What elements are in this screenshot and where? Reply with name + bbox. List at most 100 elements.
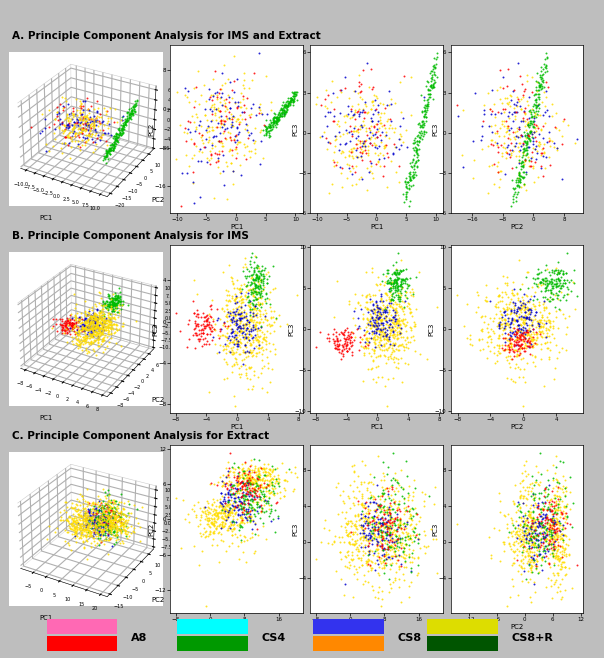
Point [335,162,345,172]
Point [426,524,435,535]
Point [339,590,349,600]
Point [385,574,394,584]
Point [264,130,274,140]
Point [516,549,526,560]
Point [366,131,376,141]
Point [217,121,226,132]
Point [214,145,223,156]
Point [374,536,384,547]
Point [530,542,539,553]
Point [230,310,240,320]
Point [518,474,528,485]
Point [387,277,396,288]
Point [542,151,551,162]
Point [536,80,545,90]
Point [359,119,369,130]
Point [255,281,265,291]
Point [196,312,205,322]
Point [550,503,559,514]
Point [243,324,253,334]
Point [399,569,408,579]
Point [373,306,382,316]
Point [243,264,252,274]
Point [249,301,259,312]
Point [520,130,530,140]
Point [371,324,381,334]
Point [223,469,233,480]
Point [504,316,513,326]
Point [208,526,218,537]
Point [189,275,199,286]
Point [233,309,242,320]
Point [214,347,223,357]
Point [522,544,532,554]
Point [257,503,266,514]
Point [465,329,475,340]
Point [201,316,211,326]
Point [241,118,251,129]
Point [234,117,244,128]
Point [390,495,400,506]
Point [226,519,236,530]
Point [417,134,427,144]
Point [521,515,530,525]
Point [249,473,259,484]
Point [384,510,393,520]
Point [523,132,533,143]
Point [223,497,233,507]
Point [237,517,247,528]
Point [528,525,538,536]
Point [516,304,526,315]
Point [535,316,545,327]
Point [522,326,532,337]
Point [397,542,407,553]
Point [219,494,229,505]
Point [383,352,393,363]
Point [379,549,389,559]
Point [378,520,387,530]
Point [391,275,401,286]
Point [515,132,525,142]
Point [504,107,513,118]
Point [375,343,385,354]
Point [516,323,525,334]
Point [408,172,418,182]
Point [528,532,538,542]
Point [252,308,262,318]
Point [536,277,545,288]
Point [371,325,381,336]
Point [562,518,571,528]
Point [532,329,541,340]
Point [242,509,251,520]
Point [235,522,245,532]
Point [341,334,350,345]
Point [236,500,245,511]
Point [382,400,391,411]
Point [199,523,208,534]
Point [542,509,551,520]
Point [507,518,517,528]
Point [516,300,525,311]
Point [528,547,538,558]
Point [210,140,220,151]
Point [542,336,551,347]
Point [219,514,228,524]
Point [517,343,527,353]
Point [291,89,301,100]
Point [221,478,231,488]
Point [239,100,248,111]
Point [505,134,515,144]
Point [524,538,534,548]
Point [560,501,570,512]
Point [524,116,533,127]
Point [396,559,405,569]
Point [216,331,225,342]
Point [426,65,436,76]
Point [258,298,268,309]
Point [398,306,408,316]
Point [204,316,213,327]
Point [368,494,378,505]
Point [261,534,271,545]
Point [232,484,242,494]
Point [542,514,551,524]
